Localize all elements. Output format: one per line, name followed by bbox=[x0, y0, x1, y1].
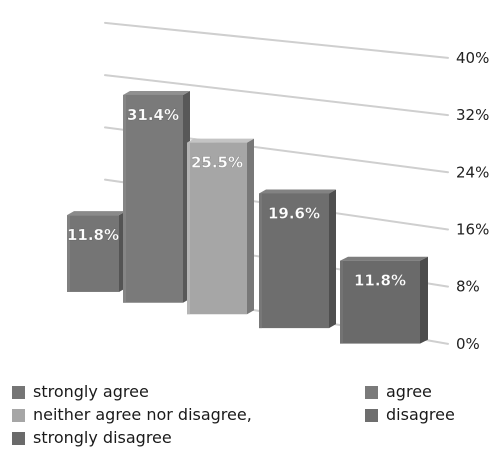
bar-top bbox=[340, 257, 428, 261]
legend-label-strongly-agree: strongly agree bbox=[33, 382, 149, 402]
legend-item-strongly-disagree: strongly disagree bbox=[12, 428, 172, 448]
legend-label-disagree: disagree bbox=[386, 405, 455, 425]
bar-chart: 0% 8% 16% 24% 32% 40% 11.8% 31.4% 25.5% 19.6% 11.8… bbox=[0, 0, 501, 370]
data-label: 11.8% bbox=[67, 226, 119, 244]
bar-side bbox=[247, 139, 254, 315]
y-tick-label: 16% bbox=[456, 220, 489, 238]
legend: strongly agree neither agree nor disagre… bbox=[0, 370, 501, 455]
gridline bbox=[105, 23, 448, 58]
legend-item-disagree: disagree bbox=[365, 405, 455, 425]
legend-label-strongly-disagree: strongly disagree bbox=[33, 428, 172, 448]
legend-label-agree: agree bbox=[386, 382, 432, 402]
y-tick-label: 0% bbox=[456, 335, 480, 353]
bar-top bbox=[123, 91, 190, 95]
bar-top bbox=[259, 189, 336, 193]
bar-top bbox=[187, 139, 254, 143]
legend-swatch-agree bbox=[365, 386, 378, 399]
legend-item-neither: neither agree nor disagree, bbox=[12, 405, 252, 425]
bar-highlight bbox=[340, 261, 343, 344]
bar-highlight bbox=[187, 143, 190, 315]
bar-side bbox=[420, 257, 428, 344]
bar bbox=[67, 211, 126, 292]
data-label: 19.6% bbox=[268, 204, 320, 222]
legend-swatch-neither bbox=[12, 409, 25, 422]
legend-swatch-strongly-disagree bbox=[12, 432, 25, 445]
data-label: 31.4% bbox=[127, 106, 179, 124]
y-tick-label: 40% bbox=[456, 49, 489, 67]
bar-highlight bbox=[123, 95, 126, 303]
bar-top bbox=[67, 211, 126, 215]
y-tick-label: 8% bbox=[456, 278, 480, 296]
y-tick-label: 24% bbox=[456, 163, 489, 181]
bar-side bbox=[329, 189, 336, 328]
legend-label-neither: neither agree nor disagree, bbox=[33, 405, 252, 425]
legend-item-strongly-agree: strongly agree bbox=[12, 382, 149, 402]
legend-swatch-disagree bbox=[365, 409, 378, 422]
bar bbox=[340, 257, 428, 344]
bar-highlight bbox=[259, 193, 262, 328]
bar-front bbox=[123, 95, 183, 303]
legend-swatch-strongly-agree bbox=[12, 386, 25, 399]
y-tick-label: 32% bbox=[456, 106, 489, 124]
data-label: 25.5% bbox=[191, 154, 243, 172]
legend-item-agree: agree bbox=[365, 382, 432, 402]
data-label: 11.8% bbox=[354, 272, 406, 290]
